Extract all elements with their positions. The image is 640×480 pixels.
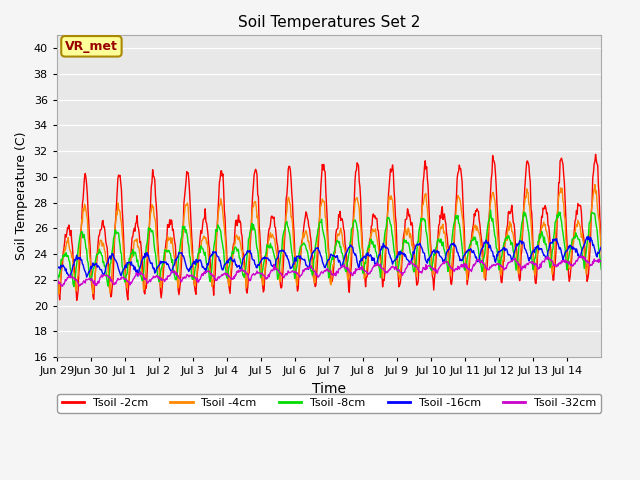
Tsoil -32cm (597, 258, 605, 264)
Tsoil -2cm (73, 298, 81, 303)
Tsoil -32cm (218, 273, 225, 279)
Title: Soil Temperatures Set 2: Soil Temperatures Set 2 (238, 15, 420, 30)
Tsoil -2cm (417, 241, 424, 247)
Tsoil -4cm (118, 219, 125, 225)
Tsoil -32cm (577, 253, 584, 259)
Tsoil -16cm (218, 265, 225, 271)
Tsoil -32cm (417, 269, 424, 275)
Line: Tsoil -4cm: Tsoil -4cm (57, 184, 601, 294)
Text: VR_met: VR_met (65, 40, 118, 53)
Tsoil -4cm (597, 254, 605, 260)
Tsoil -2cm (597, 238, 605, 243)
Tsoil -2cm (244, 272, 252, 277)
Tsoil -8cm (244, 249, 252, 255)
Tsoil -16cm (597, 244, 605, 250)
Y-axis label: Soil Temperature (C): Soil Temperature (C) (15, 132, 28, 261)
Tsoil -8cm (486, 207, 494, 213)
Tsoil -16cm (417, 241, 424, 247)
Tsoil -4cm (53, 269, 61, 275)
Tsoil -32cm (53, 278, 61, 284)
Tsoil -8cm (385, 215, 393, 221)
Line: Tsoil -2cm: Tsoil -2cm (57, 154, 601, 300)
Tsoil -16cm (265, 258, 273, 264)
Tsoil -16cm (118, 272, 125, 278)
Tsoil -16cm (585, 233, 593, 239)
Tsoil -16cm (53, 266, 61, 272)
Tsoil -8cm (264, 244, 272, 250)
Tsoil -8cm (597, 267, 605, 273)
Tsoil -8cm (217, 229, 225, 235)
Tsoil -16cm (386, 252, 394, 258)
Line: Tsoil -8cm: Tsoil -8cm (57, 210, 601, 288)
Tsoil -8cm (416, 225, 424, 230)
Tsoil -2cm (53, 262, 61, 268)
Tsoil -2cm (218, 168, 225, 174)
Tsoil -4cm (386, 193, 394, 199)
Tsoil -2cm (118, 187, 125, 192)
Tsoil -2cm (592, 151, 600, 157)
Tsoil -4cm (55, 291, 63, 297)
Tsoil -4cm (417, 230, 424, 236)
Line: Tsoil -32cm: Tsoil -32cm (57, 256, 601, 286)
Tsoil -32cm (386, 266, 394, 272)
Tsoil -4cm (591, 181, 599, 187)
Tsoil -16cm (244, 249, 252, 255)
Tsoil -32cm (244, 275, 252, 281)
Legend: Tsoil -2cm, Tsoil -4cm, Tsoil -8cm, Tsoil -16cm, Tsoil -32cm: Tsoil -2cm, Tsoil -4cm, Tsoil -8cm, Tsoi… (58, 394, 601, 413)
X-axis label: Time: Time (312, 382, 346, 396)
Tsoil -4cm (218, 200, 225, 206)
Tsoil -8cm (117, 250, 125, 256)
Line: Tsoil -16cm: Tsoil -16cm (57, 236, 601, 277)
Tsoil -32cm (118, 274, 125, 280)
Tsoil -8cm (53, 285, 61, 291)
Tsoil -2cm (265, 226, 273, 232)
Tsoil -32cm (265, 274, 273, 279)
Tsoil -4cm (244, 262, 252, 268)
Tsoil -32cm (59, 283, 67, 289)
Tsoil -4cm (265, 237, 273, 242)
Tsoil -16cm (83, 275, 90, 280)
Tsoil -2cm (386, 174, 394, 180)
